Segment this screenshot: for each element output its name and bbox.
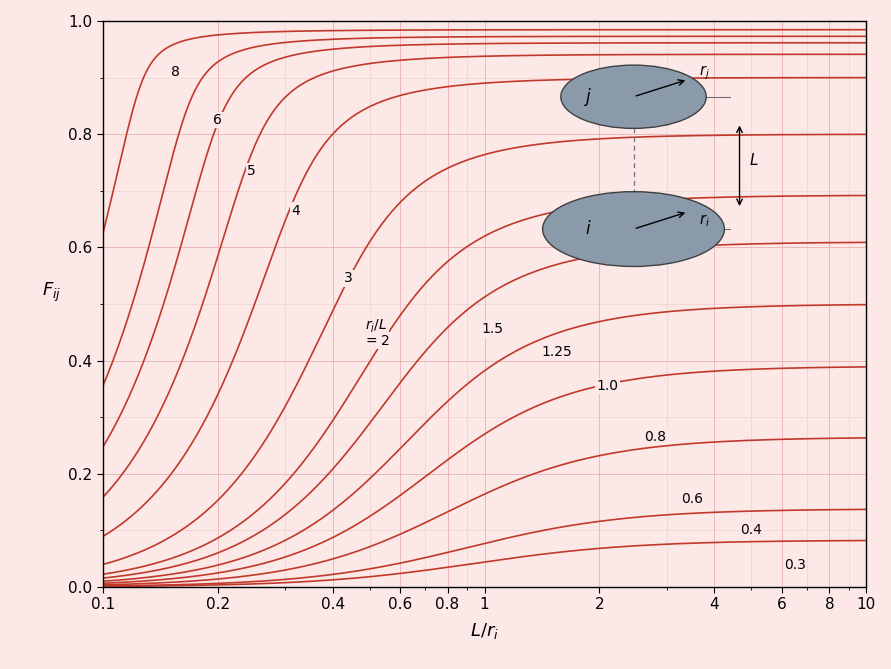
Y-axis label: $F_{ij}$: $F_{ij}$ [42, 281, 61, 304]
Text: $= 2$: $= 2$ [363, 334, 389, 348]
Text: 1.5: 1.5 [482, 322, 503, 337]
Text: $r_j$: $r_j$ [699, 63, 709, 82]
Ellipse shape [560, 65, 707, 128]
Text: 6: 6 [213, 113, 222, 127]
Text: 0.4: 0.4 [740, 523, 763, 537]
Ellipse shape [543, 191, 724, 266]
Text: 0.8: 0.8 [644, 430, 666, 444]
Text: $r_i$: $r_i$ [699, 212, 709, 229]
Text: 3: 3 [344, 272, 353, 286]
Text: 1.0: 1.0 [597, 379, 618, 393]
Text: $i$: $i$ [584, 220, 592, 238]
Text: $r_j/L$: $r_j/L$ [365, 317, 388, 336]
Text: 0.6: 0.6 [682, 492, 703, 506]
Text: 8: 8 [171, 65, 180, 79]
Text: $L$: $L$ [748, 152, 758, 168]
X-axis label: $L/r_i$: $L/r_i$ [470, 621, 499, 641]
Text: 0.3: 0.3 [784, 559, 805, 573]
Text: 1.25: 1.25 [542, 345, 573, 359]
Text: $j$: $j$ [584, 86, 593, 108]
Text: 5: 5 [247, 164, 256, 178]
Text: 4: 4 [291, 203, 300, 217]
